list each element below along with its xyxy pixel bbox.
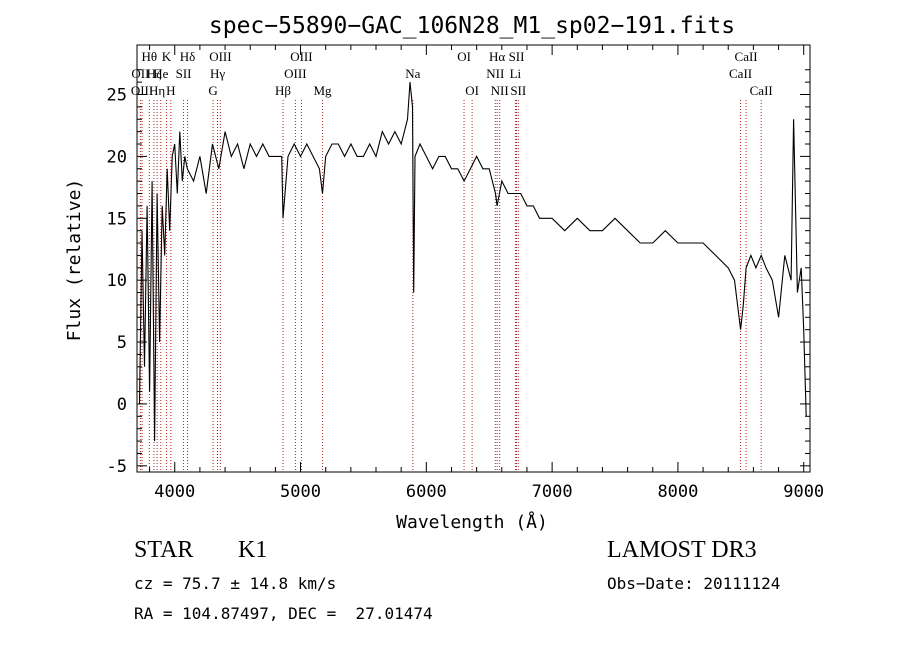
spectral-line-label: H <box>166 83 175 98</box>
y-tick-label: 0 <box>117 395 127 415</box>
spectral-line-label: NII <box>486 66 504 81</box>
x-tick-label: 8000 <box>657 482 698 502</box>
ra-dec-coordinates: RA = 104.87497, DEC = 27.01474 <box>134 604 433 623</box>
y-tick-label: 20 <box>107 147 127 167</box>
object-subclass: K1 <box>238 537 268 563</box>
spectral-line-label: NII <box>491 83 509 98</box>
spectral-line-label: CaII <box>729 66 752 81</box>
spectral-line-label: Hδ <box>180 49 196 64</box>
spectral-line-label: OIII <box>284 66 306 81</box>
spectral-line-label: OII <box>131 66 149 81</box>
spectral-line-label: G <box>208 83 217 98</box>
chart-title: spec−55890−GAC_106N28_M1_sp02−191.fits <box>209 13 735 39</box>
y-tick-label: -5 <box>107 457 127 477</box>
spectral-line-label: Hα <box>489 49 505 64</box>
redshift-cz: cz = 75.7 ± 14.8 km/s <box>134 574 337 593</box>
x-tick-label: 5000 <box>280 482 321 502</box>
spectrum-line <box>138 82 807 442</box>
spectral-line-label: Hγ <box>210 66 225 81</box>
spectral-line-label: Mg <box>314 83 333 98</box>
survey-name: LAMOST DR3 <box>607 537 757 563</box>
spectral-line-label: CaII <box>750 83 773 98</box>
spectral-line-label: SII <box>176 66 192 81</box>
spectral-line-label: OIII <box>290 49 312 64</box>
spectral-line-label: Li <box>510 66 522 81</box>
observation-date: Obs−Date: 20111124 <box>607 574 781 593</box>
spectral-line-label: Hθ <box>142 49 158 64</box>
spectral-line-label: Hη <box>149 83 165 98</box>
spectral-line-label: OIII <box>209 49 231 64</box>
y-tick-label: 25 <box>107 86 127 106</box>
x-axis-label: Wavelength (Å) <box>396 511 548 533</box>
spectral-line-label: K <box>162 49 172 64</box>
object-class: STAR <box>134 537 194 563</box>
spectral-line-label: OIII <box>131 83 153 98</box>
spectral-line-label: SII <box>510 83 526 98</box>
x-tick-label: 6000 <box>406 482 447 502</box>
spectral-line-label: OI <box>457 49 471 64</box>
y-axis-label: Flux (relative) <box>64 179 85 342</box>
spectral-line-label: He <box>153 66 168 81</box>
y-tick-label: 15 <box>107 209 127 229</box>
axes: 4000 5000 6000 7000 8000 9000 -5 0 5 10 15 20 25 <box>107 45 824 502</box>
x-tick-label: 7000 <box>532 482 573 502</box>
y-tick-label: 10 <box>107 271 127 291</box>
spectral-line-label: Hζ <box>147 66 162 81</box>
x-tick-label: 4000 <box>154 482 195 502</box>
spectral-line-label: Na <box>405 66 420 81</box>
plot-frame <box>136 44 811 473</box>
y-tick-label: 5 <box>117 333 127 353</box>
spectral-line-label: Hβ <box>275 83 291 98</box>
spectral-line-label: OI <box>465 83 479 98</box>
spectral-line-label: CaII <box>735 49 758 64</box>
x-tick-label: 9000 <box>783 482 824 502</box>
spectral-line-label: SII <box>509 49 525 64</box>
